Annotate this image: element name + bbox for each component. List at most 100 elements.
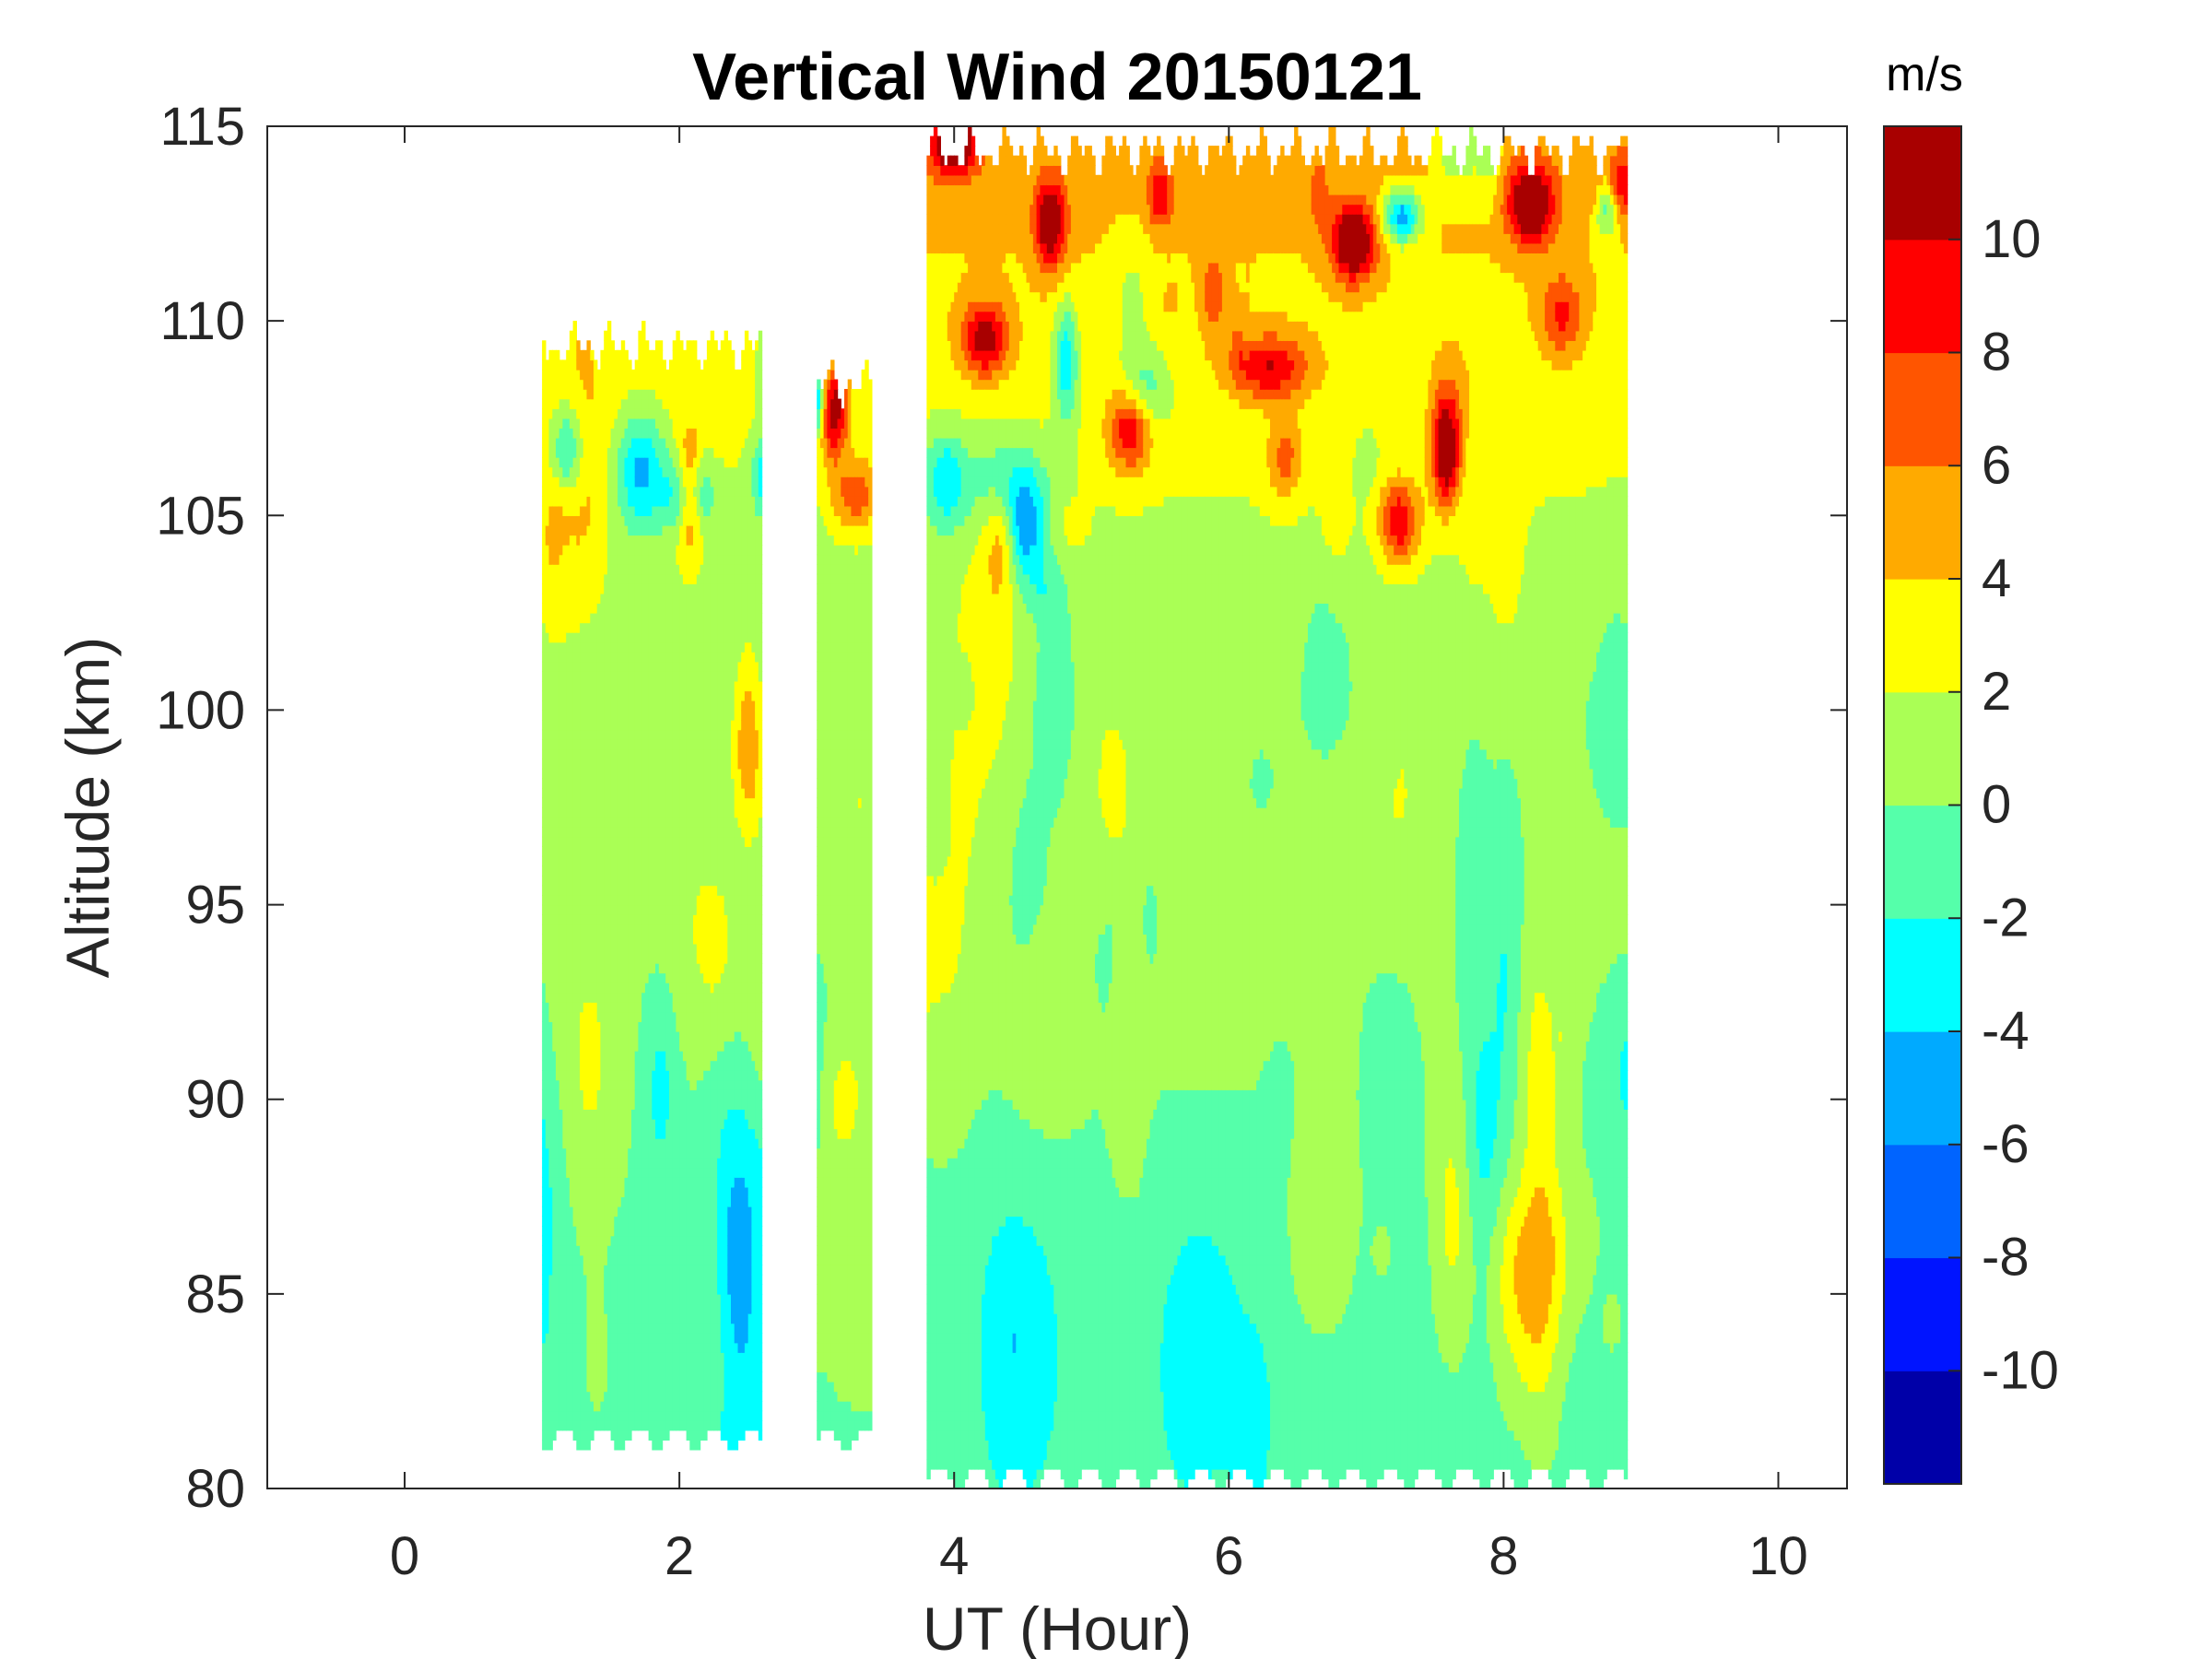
contour-cell: [562, 506, 566, 516]
contour-cell: [549, 428, 553, 438]
contour-cell: [549, 710, 553, 720]
contour-cell: [549, 934, 553, 944]
contour-cell: [562, 359, 566, 370]
contour-cell: [549, 535, 553, 545]
contour-cell: [549, 778, 553, 788]
contour-cell: [549, 1226, 553, 1236]
contour-cell: [562, 914, 566, 924]
contour-cell: [562, 924, 566, 935]
contour-cell: [562, 1255, 566, 1265]
contour-cell: [549, 797, 553, 807]
contour-cell: [562, 749, 566, 759]
contour-cell: [562, 1031, 566, 1041]
contour-cell: [562, 1343, 566, 1353]
contour-cell: [549, 1158, 553, 1168]
contour-cell: [562, 1206, 566, 1217]
contour-cell: [562, 934, 566, 944]
contour-cell: [562, 399, 566, 409]
contour-cell: [562, 515, 566, 525]
contour-cell: [562, 1216, 566, 1226]
contour-cell: [549, 1411, 553, 1421]
contour-cell: [549, 671, 553, 681]
contour-cell: [562, 380, 566, 390]
contour-cell: [549, 690, 553, 700]
contour-cell: [549, 467, 553, 477]
contour-cell: [549, 1245, 553, 1255]
contour-cell: [562, 1021, 566, 1031]
contour-cell: [562, 1109, 566, 1119]
contour-cell: [549, 1061, 553, 1071]
contour-cell: [549, 525, 553, 535]
contour-cell: [562, 865, 566, 876]
contour-cell: [562, 408, 566, 418]
contour-cell: [549, 963, 553, 973]
contour-cell: [549, 662, 553, 672]
contour-cell: [549, 846, 553, 856]
contour-cell: [549, 583, 553, 594]
contour-cell: [562, 827, 566, 837]
contour-cell: [562, 457, 566, 467]
contour-cell: [549, 1119, 553, 1129]
contour-cell: [562, 418, 566, 429]
contour-cell: [549, 457, 553, 467]
contour-cell: [549, 856, 553, 866]
contour-cell: [562, 1303, 566, 1313]
contour-cell: [549, 447, 553, 457]
contour-cell: [562, 1324, 566, 1334]
contour-cell: [549, 1148, 553, 1159]
contour-cell: [549, 1021, 553, 1031]
contour-cell: [549, 1420, 553, 1430]
contour-cell: [562, 1391, 566, 1401]
contour-cell: [549, 1352, 553, 1362]
contour-cell: [562, 1148, 566, 1159]
contour-cell: [562, 973, 566, 983]
contour-cell: [562, 886, 566, 896]
contour-cell: [549, 506, 553, 516]
contour-cell: [562, 535, 566, 545]
contour-cell: [562, 583, 566, 594]
contour-cell: [549, 973, 553, 983]
contour-cell: [562, 1245, 566, 1255]
contour-cell: [549, 1382, 553, 1392]
contour-cell: [549, 769, 553, 779]
contour-cell: [562, 447, 566, 457]
contour-cell: [549, 350, 553, 360]
contour-cell: [549, 1080, 553, 1090]
contour-cell: [549, 1371, 553, 1382]
contour-cell: [562, 1362, 566, 1372]
contour-cell: [549, 545, 553, 555]
contour-cell: [549, 876, 553, 886]
contour-cell: [562, 1051, 566, 1061]
contour-cell: [562, 1284, 566, 1294]
contour-cell: [549, 1206, 553, 1217]
contour-cell: [562, 555, 566, 565]
contour-cell: [549, 515, 553, 525]
contour-cell: [562, 856, 566, 866]
contour-cell: [549, 818, 553, 828]
contour-cell: [562, 1002, 566, 1012]
contour-cell: [562, 428, 566, 438]
contour-cell: [549, 1138, 553, 1148]
contour-cell: [549, 759, 553, 769]
chart-title: Vertical Wind 20150121: [692, 41, 1422, 114]
contour-cell: [549, 895, 553, 905]
contour-cell: [549, 993, 553, 1003]
contour-cell: [549, 574, 553, 584]
contour-cell: [549, 739, 553, 749]
contour-cell: [549, 700, 553, 711]
contour-cell: [549, 1100, 553, 1110]
contour-cell: [562, 1080, 566, 1090]
contour-cell: [549, 1391, 553, 1401]
contour-cell: [549, 1216, 553, 1226]
contour-cell: [549, 1070, 553, 1080]
contour-cell: [549, 1294, 553, 1304]
contour-cell: [549, 749, 553, 759]
contour-cell: [562, 797, 566, 807]
contour-cell: [562, 671, 566, 681]
contour-cell: [549, 594, 553, 604]
contour-cell: [562, 993, 566, 1003]
contour-cell: [562, 905, 566, 915]
contour-cell: [549, 953, 553, 963]
contour-cell: [549, 1265, 553, 1275]
contour-cell: [552, 1430, 556, 1441]
